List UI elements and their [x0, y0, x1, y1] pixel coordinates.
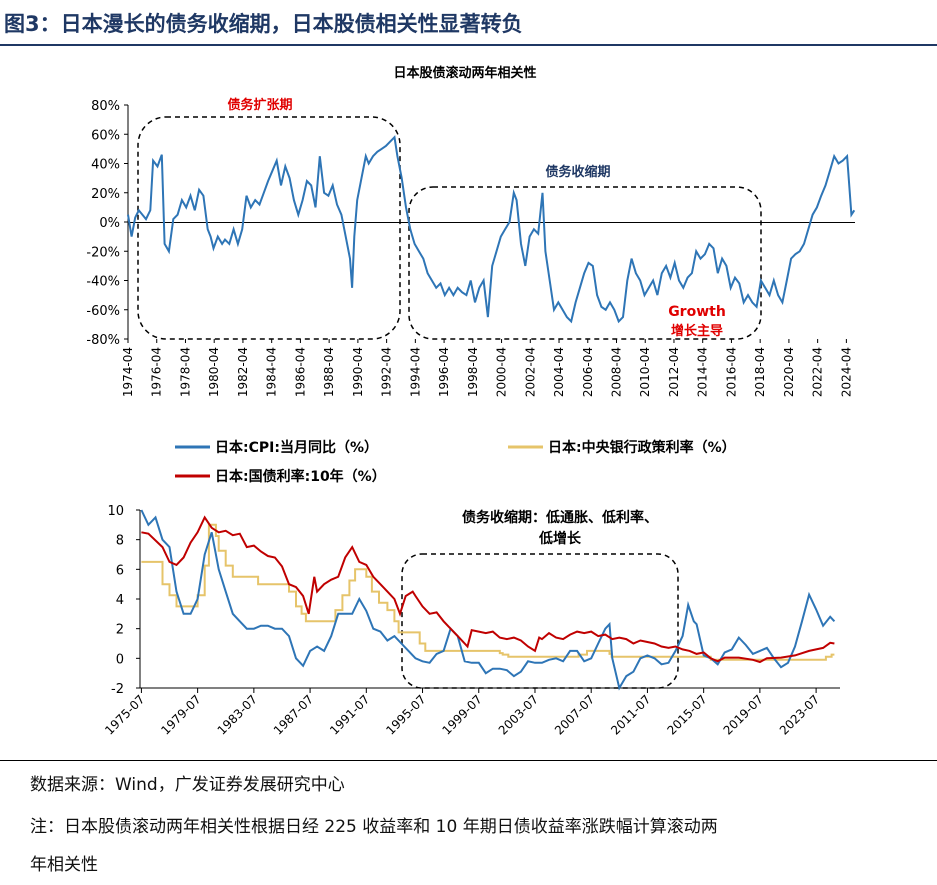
chart1-y-tick-label: 60% — [91, 128, 120, 143]
chart1-x-tick-label: 1986-04 — [293, 347, 307, 397]
title-divider — [0, 44, 937, 46]
chart2-legend: 日本:CPI:当月同比（%） 日本:中央银行政策利率（%） 日本:国债利率:10… — [175, 439, 736, 485]
chart2-y-tick-label: 4 — [116, 593, 124, 608]
contraction-annotation-line1: 债务收缩期：低通胀、低利率、 — [462, 509, 658, 526]
chart1-x-tick-label: 1984-04 — [265, 347, 279, 397]
chart2-y-tick-label: -2 — [111, 682, 124, 697]
chart1-y-tick-label: 40% — [91, 158, 120, 173]
expansion-period-box — [137, 116, 401, 340]
chart1-x-axis: 1974-04 1976-04 1978-04 1980-04 1982-04 1984-… — [121, 339, 853, 397]
chart1-x-tick-label: 1990-04 — [351, 347, 365, 397]
chart1-x-tick-label: 2012-04 — [667, 347, 681, 397]
chart2-x-tick-label: 2019-07 — [721, 692, 766, 737]
contraction-period-box — [408, 186, 762, 340]
contraction-annotation-line2: 低增长 — [538, 530, 582, 547]
chart1-title: 日本股债滚动两年相关性 — [393, 65, 536, 81]
chart1-y-tick-label: -80% — [86, 333, 120, 348]
methodology-note-line2: 年相关性 — [30, 855, 98, 875]
jgb-10y-line — [141, 515, 835, 664]
chart1-y-tick-label: -60% — [86, 304, 120, 319]
chart1-x-tick-label: 1976-04 — [150, 347, 164, 397]
correlation-chart: 日本股债滚动两年相关性 80% 60% 40% 20% 0% -20% -40% -60% -8… — [86, 65, 856, 397]
chart1-x-tick-label: 2006-04 — [581, 347, 595, 397]
chart2-x-tick-label: 1999-07 — [440, 692, 485, 737]
cpi-line — [140, 509, 836, 691]
chart2-y-tick-label: 6 — [116, 563, 124, 578]
chart1-y-tick-label: -20% — [86, 245, 120, 260]
chart2-x-tick-label: 2003-07 — [496, 692, 541, 737]
chart2-x-tick-label: 2015-07 — [664, 692, 709, 737]
contraction-period-label: 债务收缩期 — [545, 164, 610, 180]
chart2-x-tick-label: 1995-07 — [383, 692, 428, 737]
chart1-y-tick-label: 80% — [91, 99, 120, 114]
figure-title: 图3：日本漫长的债务收缩期，日本股债相关性显著转负 — [4, 12, 523, 36]
chart1-x-tick-label: 2016-04 — [724, 347, 738, 397]
chart2-y-tick-label: 2 — [116, 623, 124, 638]
chart2-y-tick-label: 8 — [116, 534, 124, 549]
chart1-y-axis: 80% 60% 40% 20% 0% -20% -40% -60% -80% — [86, 99, 129, 348]
chart1-x-tick-label: 1980-04 — [207, 347, 221, 397]
chart1-y-tick-label: -40% — [86, 275, 120, 290]
chart1-x-tick-label: 1998-04 — [466, 347, 480, 397]
chart1-x-tick-label: 2024-04 — [839, 347, 853, 397]
source-note: 数据来源：Wind，广发证券发展研究中心 — [30, 775, 345, 795]
chart2-x-tick-label: 1983-07 — [215, 692, 260, 737]
legend-label-boj: 日本:中央银行政策利率（%） — [548, 439, 736, 456]
methodology-note-line1: 注：日本股债滚动两年相关性根据日经 225 收益率和 10 年期日债收益率涨跌幅… — [30, 817, 718, 837]
chart2-y-axis: 10 8 6 4 2 0 -2 — [107, 504, 840, 697]
chart1-x-tick-label: 2020-04 — [782, 347, 796, 397]
contraction-box-2 — [401, 553, 679, 689]
growth-label: Growth — [668, 304, 726, 320]
correlation-series-line — [127, 135, 856, 324]
chart1-x-tick-label: 1988-04 — [322, 347, 336, 397]
chart2-x-tick-label: 1991-07 — [327, 692, 372, 737]
legend-label-cpi: 日本:CPI:当月同比（%） — [215, 439, 378, 456]
chart1-x-tick-label: 1996-04 — [437, 347, 451, 397]
chart1-x-tick-label: 2002-04 — [523, 347, 537, 397]
chart2-y-tick-label: 10 — [107, 504, 124, 519]
chart1-x-tick-label: 2000-04 — [495, 347, 509, 397]
chart2-x-tick-label: 1987-07 — [271, 692, 316, 737]
chart1-x-tick-label: 2014-04 — [696, 347, 710, 397]
chart2-x-tick-label: 1979-07 — [158, 692, 203, 737]
legend-label-jgb: 日本:国债利率:10年（%） — [215, 468, 386, 485]
chart1-x-tick-label: 1992-04 — [380, 347, 394, 397]
chart1-x-tick-label: 2010-04 — [638, 347, 652, 397]
chart2-x-axis: 1975-07 1979-07 1983-07 1987-07 1991-07 1995-… — [102, 688, 822, 738]
chart1-x-tick-label: 2004-04 — [552, 347, 566, 397]
chart1-x-tick-label: 2008-04 — [609, 347, 623, 397]
expansion-period-label: 债务扩张期 — [227, 97, 292, 113]
chart2-x-tick-label: 2007-07 — [552, 692, 597, 737]
chart1-y-tick-label: 0% — [99, 216, 120, 231]
rates-chart: 日本:CPI:当月同比（%） 日本:中央银行政策利率（%） 日本:国债利率:10… — [102, 439, 840, 738]
chart1-x-tick-label: 1994-04 — [408, 347, 422, 397]
chart2-x-tick-label: 2023-07 — [777, 692, 822, 737]
chart1-x-tick-label: 2018-04 — [753, 347, 767, 397]
chart2-y-tick-label: 0 — [116, 652, 124, 667]
chart1-x-tick-label: 2022-04 — [811, 347, 825, 397]
chart1-x-tick-label: 1978-04 — [178, 347, 192, 397]
chart2-x-tick-label: 2011-07 — [608, 692, 653, 737]
footer-divider — [0, 760, 937, 761]
growth-led-label: 增长主导 — [671, 323, 723, 339]
chart1-x-tick-label: 1974-04 — [121, 347, 135, 397]
chart1-y-tick-label: 20% — [91, 187, 120, 202]
chart1-x-tick-label: 1982-04 — [236, 347, 250, 397]
chart2-x-tick-label: 1975-07 — [102, 692, 147, 737]
